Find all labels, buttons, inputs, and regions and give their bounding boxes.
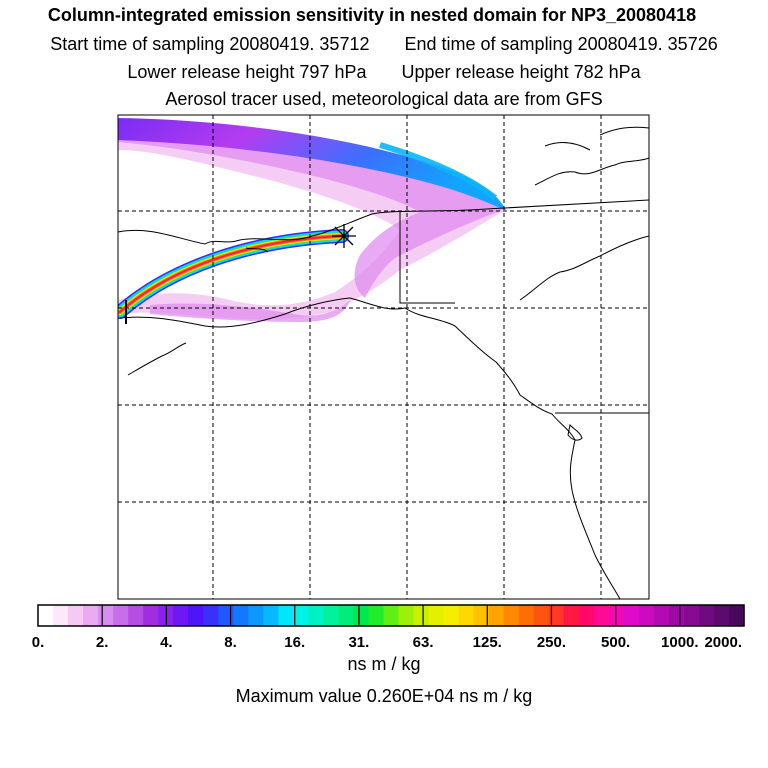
colorbar-cell [278, 605, 294, 626]
colorbar-cells [38, 605, 745, 626]
colorbar-tick-label: 16. [284, 634, 305, 651]
colorbar-cell [638, 605, 655, 626]
colorbar-tick-label: 250. [537, 634, 566, 651]
colorbar-cell [353, 605, 370, 626]
colorbar-cell [383, 605, 400, 626]
colorbar-cell [668, 605, 685, 626]
colorbar-cell [443, 605, 460, 626]
colorbar-cell [143, 605, 159, 626]
coastlines [118, 126, 649, 599]
colorbar-cell [413, 605, 430, 626]
map-gridlines [118, 115, 649, 599]
colorbar-cell [248, 605, 264, 626]
colorbar-cell [578, 605, 595, 626]
colorbar-cell [563, 605, 580, 626]
upper-height-label: Upper release height 782 hPa [401, 62, 641, 82]
chart-title: Column-integrated emission sensitivity i… [47, 5, 697, 25]
colorbar-tick-labels: 0. 2. 4. 8. 16. 31. 63. 125. 250. 500. 1000. 2000. [32, 634, 742, 651]
colorbar-cell [368, 605, 385, 626]
colorbar-tick-label: 125. [473, 634, 502, 651]
colorbar-tick-label: 63. [413, 634, 434, 651]
colorbar-cell [473, 605, 490, 626]
colorbar-tick-label: 4. [160, 634, 173, 651]
colorbar-cell [38, 605, 54, 626]
colorbar-cell [623, 605, 640, 626]
sensitivity-high-field [118, 118, 506, 210]
colorbar-cell [53, 605, 69, 626]
colorbar-cell [533, 605, 550, 626]
colorbar-tick-label: 2. [96, 634, 109, 651]
colorbar-cell [593, 605, 610, 626]
map-frame [117, 114, 650, 600]
colorbar-cell [728, 605, 745, 626]
sensitivity-streak [118, 229, 349, 319]
colorbar-cell [548, 605, 565, 626]
colorbar-cell [98, 605, 114, 626]
start-time-label: Start time of sampling 20080419. 35712 [50, 34, 370, 54]
colorbar-cell [113, 605, 129, 626]
colorbar-cell [683, 605, 700, 626]
colorbar-cell [428, 605, 445, 626]
colorbar-tick-label: 8. [224, 634, 237, 651]
colorbar-cell [653, 605, 670, 626]
colorbar-tick-label: 0. [32, 634, 45, 651]
colorbar-cell [338, 605, 355, 626]
release-point-marker [332, 224, 356, 248]
tracer-note: Aerosol tracer used, meteorological data… [165, 89, 603, 109]
colorbar-cell [308, 605, 324, 626]
colorbar-tick-label: 31. [348, 634, 369, 651]
lower-height-label: Lower release height 797 hPa [127, 62, 367, 82]
colorbar-cell [128, 605, 144, 626]
colorbar-cell [83, 605, 99, 626]
colorbar-cell [203, 605, 219, 626]
colorbar-cell [293, 605, 309, 626]
colorbar-units: ns m / kg [347, 654, 421, 674]
colorbar-cell [263, 605, 279, 626]
colorbar-tick-label: 1000. [661, 634, 699, 651]
sensitivity-peak-band [379, 142, 497, 201]
release-heights: Lower release height 797 hPa Upper relea… [0, 61, 768, 83]
end-time-label: End time of sampling 20080419. 35726 [404, 34, 718, 54]
colorbar-cell [608, 605, 625, 626]
colorbar-cell [323, 605, 340, 626]
colorbar-cell [503, 605, 520, 626]
colorbar-tick-label: 2000. [704, 634, 742, 651]
colorbar-cell [458, 605, 475, 626]
colorbar-cell [173, 605, 189, 626]
colorbar-cell [218, 605, 234, 626]
colorbar-cell [713, 605, 730, 626]
colorbar-cell [68, 605, 84, 626]
colorbar-dividers [101, 605, 681, 626]
sampling-times: Start time of sampling 20080419. 35712 E… [0, 33, 768, 55]
colorbar-cell [188, 605, 204, 626]
colorbar-cell [398, 605, 415, 626]
maximum-value-label: Maximum value 0.260E+04 ns m / kg [235, 686, 533, 706]
colorbar-cell [518, 605, 535, 626]
colorbar-frame [37, 604, 745, 627]
colorbar-cell [233, 605, 249, 626]
colorbar-cell [698, 605, 715, 626]
colorbar-cell [488, 605, 505, 626]
colorbar-tick-label: 500. [601, 634, 630, 651]
